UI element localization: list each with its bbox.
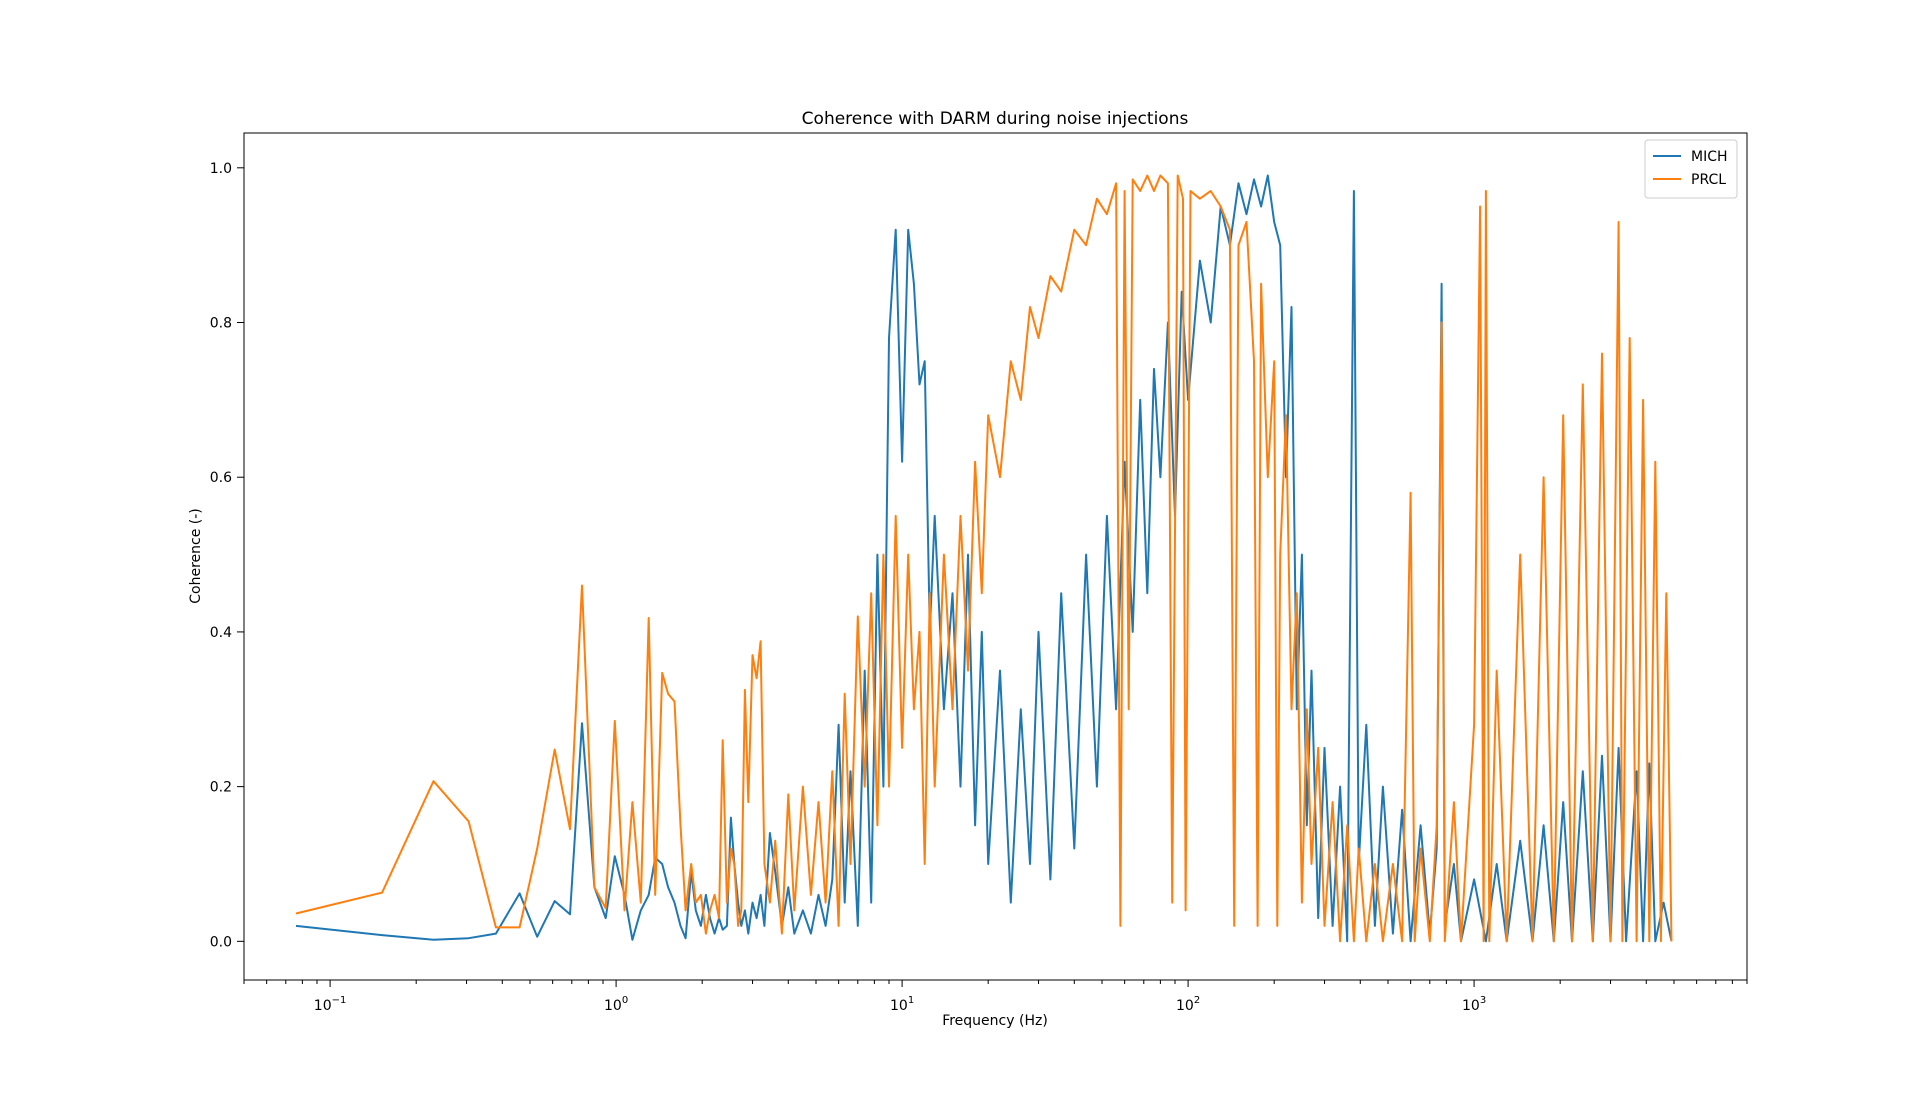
x-tick-label: 103	[1462, 995, 1486, 1014]
x-tick-label: 10−1	[314, 995, 347, 1014]
chart-title: Coherence with DARM during noise injecti…	[802, 109, 1189, 129]
y-tick-label: 1.0	[210, 161, 232, 177]
x-tick-label: 100	[604, 995, 628, 1014]
legend-label-mich: MICH	[1691, 149, 1728, 165]
y-tick-label: 0.2	[210, 780, 232, 796]
y-axis: 0.0 0.2 0.4 0.6 0.8 1.0	[210, 161, 244, 950]
x-tick-label: 101	[890, 995, 914, 1014]
x-axis: 10−1 100 101 102 103	[243, 980, 1748, 1014]
x-axis-label: Frequency (Hz)	[942, 1013, 1048, 1029]
legend-label-prcl: PRCL	[1691, 172, 1726, 188]
legend-box	[1644, 139, 1738, 199]
x-tick-label: 102	[1176, 995, 1200, 1014]
y-axis-label: Coherence (-)	[188, 508, 204, 604]
y-tick-label: 0.6	[210, 470, 232, 486]
plot-frame	[243, 132, 1748, 981]
series-line-prcl	[295, 174, 1673, 943]
series-line-mich	[295, 174, 1673, 943]
y-tick-label: 0.0	[210, 934, 232, 950]
legend: MICH PRCL	[1644, 139, 1738, 199]
y-tick-label: 0.4	[210, 625, 232, 641]
series-layer	[295, 174, 1673, 943]
y-tick-label: 0.8	[210, 316, 232, 332]
